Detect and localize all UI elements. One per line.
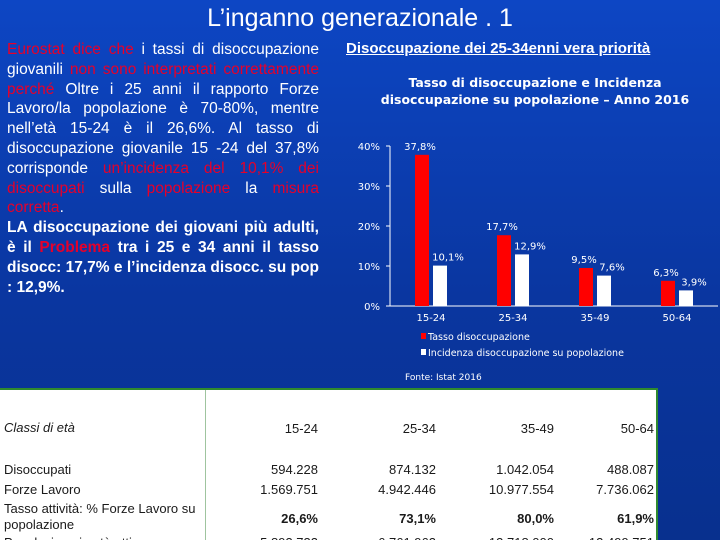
table-cell: 12.499.751 <box>544 535 654 540</box>
table-row-label: Disoccupati <box>4 462 72 477</box>
data-label: 10,1% <box>432 253 464 264</box>
bar-tasso-15-24 <box>415 154 429 306</box>
table-header-col-2: 35-49 <box>520 421 554 436</box>
table-cell: 80,0% <box>517 511 554 526</box>
table-cell: 594.228 <box>271 462 318 477</box>
table-cell: 1.569.751 <box>260 482 318 497</box>
x-tick-label: 50-64 <box>662 313 691 324</box>
y-tick-label: 40% <box>358 142 380 153</box>
data-label: 9,5% <box>571 255 596 266</box>
bar-incidenza-15-24 <box>433 265 447 306</box>
table-cell: 6.761.962 <box>326 535 436 540</box>
table-row-label: Forze Lavoro <box>4 482 81 497</box>
y-tick-label: 10% <box>358 262 380 273</box>
legend-label: Incidenza disoccupazione su popolazione <box>428 348 624 359</box>
table-row-label: Popolazione in età attiva <box>4 535 204 540</box>
table-header-col-3: 50-64 <box>620 421 654 436</box>
table-cell: 5.893.732 <box>208 535 318 540</box>
left-text-seg5: un’incidenza del 10,1% dei disoccupati <box>7 159 319 197</box>
table-cell: 13.718.000 <box>444 535 554 540</box>
table-cell: 73,1% <box>399 511 436 526</box>
legend-swatch <box>421 333 426 339</box>
table-cell: 10.977.554 <box>488 482 554 497</box>
data-table: Classi di età 15-24 25-34 35-49 50-64 Di… <box>0 388 658 540</box>
table-cell: 4.942.446 <box>378 482 436 497</box>
data-label: 37,8% <box>404 142 436 153</box>
bar-tasso-25-34 <box>497 235 511 306</box>
left-text-seg12: Problema <box>39 238 111 256</box>
y-tick-label: 20% <box>358 222 380 233</box>
table-cell: 61,9% <box>617 511 654 526</box>
table-cell: 874.132 <box>389 462 436 477</box>
bar-incidenza-35-49 <box>597 275 611 306</box>
chart-source: Fonte: Istat 2016 <box>405 373 482 383</box>
slide-title: L’inganno generazionale . 1 <box>207 4 513 32</box>
bar-tasso-35-49 <box>579 268 593 306</box>
data-label: 3,9% <box>681 277 706 288</box>
chart-container: Tasso di disoccupazione e Incidenza diso… <box>335 70 720 388</box>
table-header-col-1: 25-34 <box>402 421 436 436</box>
data-label: 17,7% <box>486 222 518 233</box>
left-text-seg3: non sono interpretati correttamente perc… <box>7 60 319 98</box>
left-text-block: Eurostat dice che i tassi di disoccupazi… <box>7 40 319 297</box>
left-text-seg4: Oltre i 25 anni il rapporto Forze Lavoro… <box>7 80 319 177</box>
left-text-seg6: sulla <box>84 179 147 197</box>
table-cell: 7.736.062 <box>596 482 654 497</box>
chart-title: Tasso di disoccupazione e Incidenza diso… <box>380 75 690 107</box>
bar-chart: 0% 10% 20% 30% 40% 37,8% 10,1% 15-24 17,7% 12,9% 2… <box>358 142 718 383</box>
left-text-seg10: . <box>59 199 64 217</box>
left-text-seg1: Eurostat dice che <box>7 41 134 58</box>
y-tick-label: 30% <box>358 182 380 193</box>
data-label: 6,3% <box>653 268 678 279</box>
table-row-label: Tasso attività: % Forze Lavoro su popola… <box>4 501 196 532</box>
bar-tasso-50-64 <box>661 280 675 306</box>
table-divider <box>205 390 206 540</box>
left-text-seg2: i tassi di disoccupazione giovanili <box>7 41 319 78</box>
left-text-seg13: tra i 25 e 34 anni il tasso disocc: 17,7… <box>7 238 319 296</box>
left-text-seg8: la <box>230 179 273 197</box>
y-tick-label: 0% <box>364 302 380 313</box>
left-text-seg7: popolazione <box>146 179 231 197</box>
x-tick-label: 35-49 <box>580 313 609 324</box>
bar-incidenza-25-34 <box>515 254 529 306</box>
left-text-seg9: misura corretta <box>7 179 319 217</box>
table-cell: 1.042.054 <box>496 462 554 477</box>
legend-label: Tasso disoccupazione <box>427 332 530 343</box>
table-header-col-0: 15-24 <box>284 421 318 436</box>
table-cell: 488.087 <box>607 462 654 477</box>
x-tick-label: 25-34 <box>498 313 527 324</box>
left-text-seg11: LA disoccupazione dei giovani più adulti… <box>7 219 319 256</box>
x-tick-label: 15-24 <box>416 313 445 324</box>
data-label: 7,6% <box>599 263 624 274</box>
table-cell: 26,6% <box>281 511 318 526</box>
legend-swatch <box>421 349 426 355</box>
data-label: 12,9% <box>514 241 546 252</box>
table-header-label: Classi di età <box>4 420 75 435</box>
bar-incidenza-50-64 <box>679 290 693 306</box>
right-heading: Disoccupazione dei 25-34enni vera priori… <box>346 40 651 57</box>
